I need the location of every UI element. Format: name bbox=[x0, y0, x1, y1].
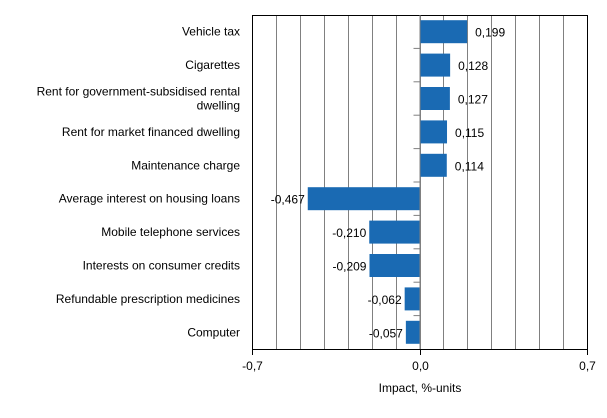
bar bbox=[307, 187, 420, 211]
data-label: 0,128 bbox=[458, 59, 488, 73]
bar bbox=[419, 20, 468, 44]
category-label-line: Maintenance charge bbox=[131, 158, 240, 172]
data-label: -0,209 bbox=[332, 260, 366, 274]
zero-axis bbox=[413, 15, 421, 349]
bar bbox=[404, 287, 420, 311]
data-label: 0,199 bbox=[475, 26, 505, 40]
category-label: Maintenance charge bbox=[131, 158, 240, 172]
data-label: 0,127 bbox=[458, 93, 488, 107]
category-labels: Vehicle tax Cigarettes Rent for government… bbox=[37, 25, 241, 340]
data-label: -0,467 bbox=[271, 193, 305, 207]
bar bbox=[419, 53, 451, 77]
category-label: Computer bbox=[187, 325, 240, 339]
category-label-line: Computer bbox=[187, 325, 240, 339]
x-tick-label: -0,7 bbox=[242, 359, 263, 373]
data-label: -0,062 bbox=[368, 293, 402, 307]
category-label: Interests on consumer credits bbox=[83, 259, 240, 273]
category-label: Rent for market financed dwelling bbox=[62, 125, 240, 139]
category-label-line: Rent for market financed dwelling bbox=[62, 125, 240, 139]
category-label-line: Interests on consumer credits bbox=[83, 259, 240, 273]
x-tick-label: 0,0 bbox=[412, 359, 429, 373]
x-axis-ticks: -0,7 0,0 0,7 bbox=[242, 349, 596, 373]
bars bbox=[307, 20, 468, 344]
category-label: Mobile telephone services bbox=[101, 225, 240, 239]
bar bbox=[419, 87, 450, 110]
category-label-line: dwelling bbox=[197, 99, 240, 113]
bar bbox=[419, 153, 447, 177]
data-label: -0,057 bbox=[369, 326, 403, 340]
category-label-line: Average interest on housing loans bbox=[59, 192, 240, 206]
category-label: Average interest on housing loans bbox=[59, 192, 240, 206]
bar bbox=[405, 320, 420, 344]
bar bbox=[369, 254, 420, 277]
bar bbox=[419, 120, 448, 144]
category-label: Vehicle tax bbox=[182, 25, 240, 39]
category-label-line: Vehicle tax bbox=[182, 25, 240, 39]
category-label: Refundable prescription medicines bbox=[56, 292, 240, 306]
category-label: Rent for government-subsidised rental dwe… bbox=[37, 85, 240, 113]
x-axis-label: Impact, %-units bbox=[379, 381, 462, 395]
data-label: 0,114 bbox=[455, 159, 484, 173]
category-label-line: Cigarettes bbox=[185, 58, 240, 72]
data-label: -0,210 bbox=[332, 226, 366, 240]
category-label: Cigarettes bbox=[185, 58, 240, 72]
data-label: 0,115 bbox=[455, 126, 484, 140]
category-label-line: Mobile telephone services bbox=[101, 225, 240, 239]
category-label-line: Refundable prescription medicines bbox=[56, 292, 240, 306]
gridlines bbox=[276, 15, 564, 349]
x-tick-label: 0,7 bbox=[579, 359, 596, 373]
data-labels: 0,199 0,128 0,127 0,115 0,114 -0,467 -0,210 -0,… bbox=[271, 26, 506, 341]
category-label-line: Rent for government-subsidised rental bbox=[37, 85, 240, 99]
bar bbox=[369, 220, 420, 244]
